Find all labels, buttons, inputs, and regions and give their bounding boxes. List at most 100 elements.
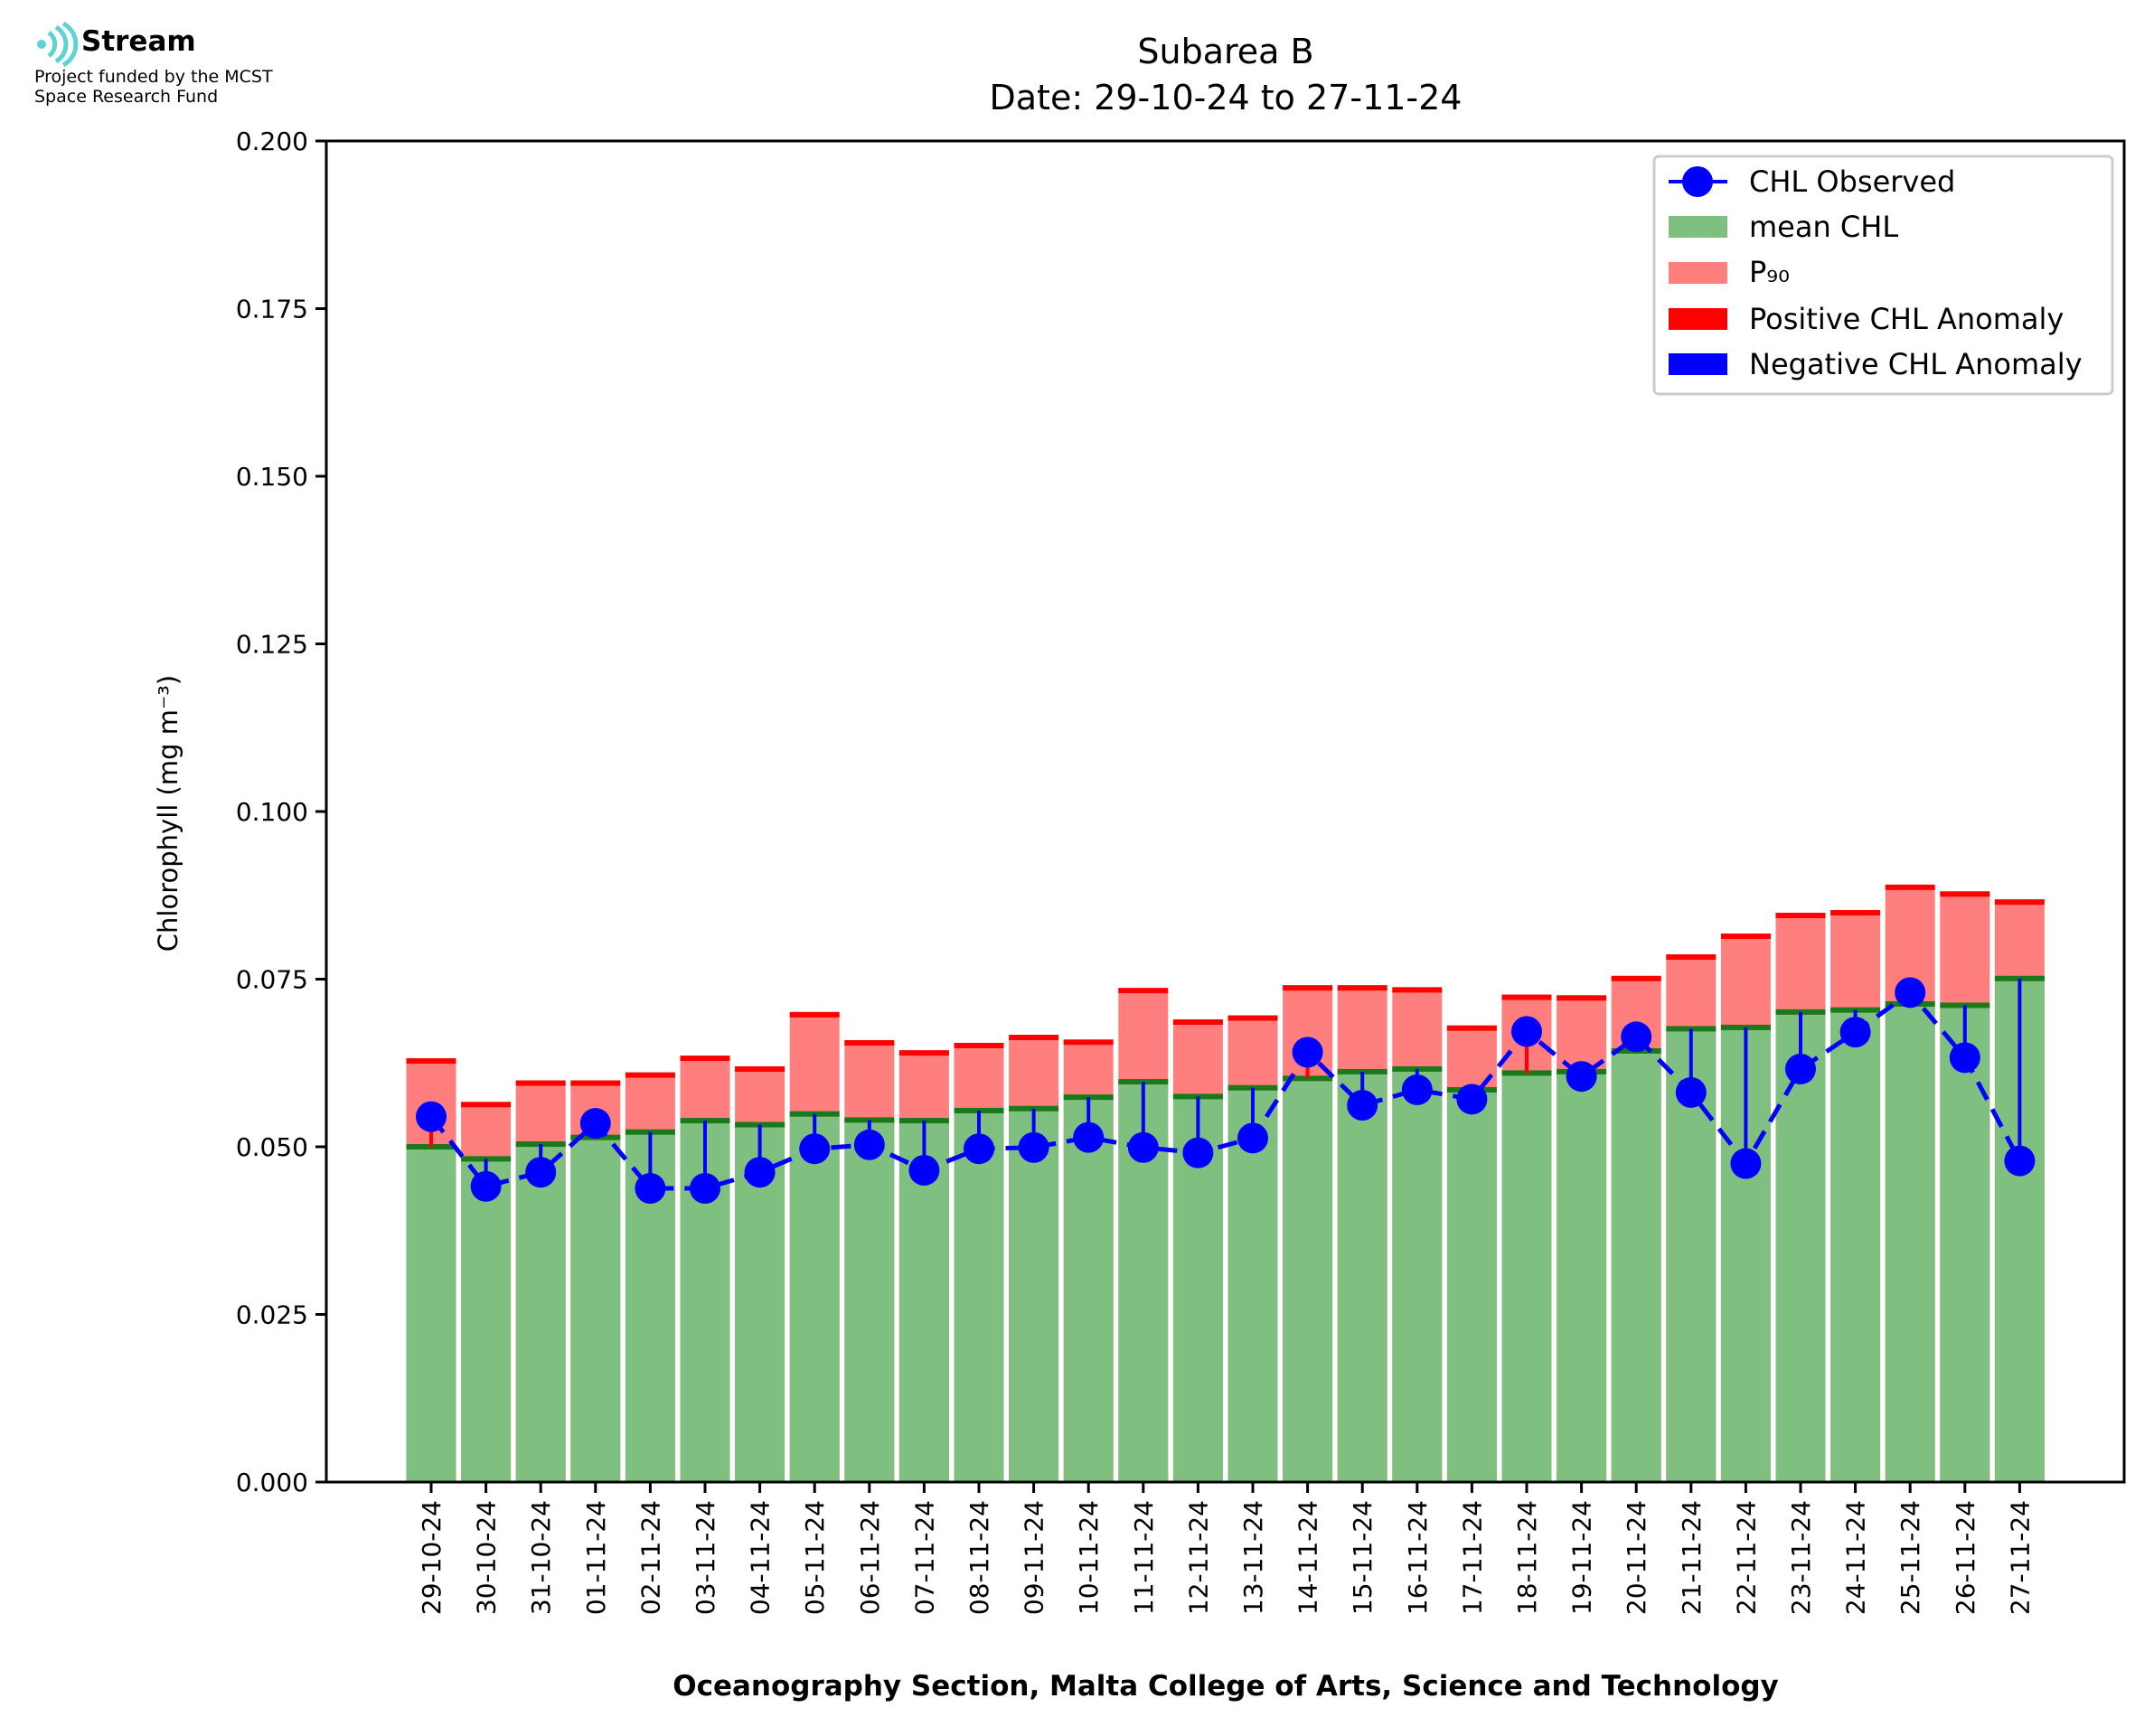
observed-point <box>1621 1021 1652 1053</box>
legend-label-p90: P₉₀ <box>1749 255 1790 289</box>
x-tick-label: 12-11-24 <box>1183 1500 1213 1615</box>
x-tick-label: 02-11-24 <box>635 1500 665 1615</box>
p90-cap-line <box>625 1072 675 1078</box>
mean-chl-bar <box>515 1144 566 1482</box>
legend-box <box>1652 155 2114 396</box>
axes-layer: 0.000 0.025 0.050 0.075 0.100 0.125 0.150 0.175… <box>236 127 2126 1615</box>
legend-observed-marker <box>1682 166 1713 197</box>
mean-chl-bar <box>1283 1078 1333 1482</box>
observed-point <box>1785 1053 1816 1084</box>
p90-cap-line <box>1337 985 1387 991</box>
mean-chl-bar <box>570 1137 621 1482</box>
chart-subtitle: Date: 29-10-24 to 27-11-24 <box>990 78 1463 117</box>
x-tick-label: 24-11-24 <box>1841 1500 1871 1615</box>
x-tick-label: 15-11-24 <box>1348 1500 1378 1615</box>
p90-cap-line <box>461 1102 512 1108</box>
mean-chl-bar <box>1775 1011 1826 1482</box>
x-tick-label: 09-11-24 <box>1020 1500 1049 1615</box>
observed-point <box>1839 1017 1871 1048</box>
p90-cap-line <box>570 1080 621 1086</box>
observed-point <box>1237 1122 1268 1154</box>
p90-cap-line <box>1283 985 1333 991</box>
mean-chl-bar <box>1009 1108 1059 1482</box>
x-tick-label: 05-11-24 <box>800 1500 830 1615</box>
x-tick-label: 16-11-24 <box>1403 1500 1433 1615</box>
mean-chl-bar <box>406 1147 456 1482</box>
observed-series-layer <box>416 977 2036 1205</box>
legend-label-mean: mean CHL <box>1749 210 1898 244</box>
observed-point <box>525 1157 557 1188</box>
observed-point <box>1895 977 1926 1009</box>
mean-chl-bar <box>1446 1089 1497 1482</box>
observed-point <box>1347 1089 1378 1121</box>
y-axis-label: Chlorophyll (mg m⁻³) <box>153 675 183 952</box>
observed-point <box>799 1133 831 1165</box>
observed-point <box>635 1173 666 1205</box>
x-tick-label: 14-11-24 <box>1293 1500 1323 1615</box>
bars-layer <box>406 884 2045 1482</box>
x-tick-label: 08-11-24 <box>964 1500 994 1615</box>
observed-point <box>579 1108 611 1140</box>
x-axis-label: Oceanography Section, Malta College of A… <box>673 1670 1779 1703</box>
p90-cap-line <box>1994 899 2045 906</box>
p90-cap-line <box>898 1050 949 1056</box>
observed-point <box>908 1154 940 1186</box>
mean-chl-bar <box>1557 1071 1607 1482</box>
p90-cap-line <box>1446 1025 1497 1031</box>
x-tick-label: 03-11-24 <box>691 1500 720 1615</box>
x-tick-label: 26-11-24 <box>1951 1500 1980 1615</box>
x-tick-label: 06-11-24 <box>855 1500 885 1615</box>
x-tick-label: 25-11-24 <box>1895 1500 1925 1615</box>
mean-chl-bar <box>1227 1087 1278 1482</box>
p90-cap-line <box>406 1058 456 1065</box>
x-tick-label: 17-11-24 <box>1457 1500 1487 1615</box>
observed-point <box>470 1170 502 1202</box>
observed-point <box>853 1129 885 1160</box>
observed-point <box>1018 1131 1049 1163</box>
mean-chl-bar <box>1501 1073 1552 1482</box>
mean-chl-bar <box>954 1110 1004 1482</box>
chart-title: Subarea B <box>1137 32 1313 71</box>
p90-cap-line <box>1009 1035 1059 1041</box>
x-tick-label: 18-11-24 <box>1512 1500 1542 1615</box>
observed-point <box>1182 1137 1214 1168</box>
observed-point <box>964 1133 994 1165</box>
observed-point <box>1730 1148 1762 1179</box>
x-tick-label: 29-10-24 <box>417 1500 447 1615</box>
p90-cap-line <box>1666 954 1717 961</box>
y-tick-label: 0.125 <box>236 630 308 660</box>
y-tick-label: 0.175 <box>236 295 308 324</box>
x-tick-label: 20-11-24 <box>1622 1500 1651 1615</box>
observed-point <box>416 1101 447 1132</box>
observed-point <box>1401 1074 1433 1105</box>
observed-point <box>1511 1016 1542 1047</box>
mean-chl-bar <box>1611 1050 1661 1482</box>
p90-cap-line <box>1830 910 1881 916</box>
legend-swatch-positive <box>1669 308 1727 330</box>
p90-cap-line <box>1720 934 1771 940</box>
p90-cap-line <box>1063 1039 1114 1046</box>
legend-swatch-mean <box>1669 216 1727 238</box>
mean-chl-bar <box>1392 1068 1443 1482</box>
p90-cap-line <box>789 1011 840 1018</box>
mean-chl-bar <box>1063 1097 1114 1482</box>
mean-chl-bar <box>1337 1071 1387 1482</box>
observed-point <box>1949 1042 1980 1074</box>
y-tick-label: 0.050 <box>236 1132 308 1162</box>
y-tick-label: 0.200 <box>236 127 308 156</box>
p90-cap-line <box>844 1039 895 1046</box>
logo-funding-text: Project funded by the MCST Space Researc… <box>34 67 273 107</box>
p90-cap-line <box>1775 913 1826 919</box>
x-tick-label: 19-11-24 <box>1567 1500 1597 1615</box>
p90-cap-line <box>954 1042 1004 1048</box>
y-tick-label: 0.075 <box>236 965 308 995</box>
x-tick-label: 11-11-24 <box>1129 1500 1159 1615</box>
p90-cap-line <box>1392 987 1443 993</box>
legend-label-positive: Positive CHL Anomaly <box>1749 302 2064 336</box>
x-tick-label: 01-11-24 <box>581 1500 611 1615</box>
y-tick-label: 0.150 <box>236 462 308 492</box>
p90-cap-line <box>1557 995 1607 1001</box>
logo-funding-line-2: Space Research Fund <box>34 87 219 107</box>
legend-label-observed: CHL Observed <box>1749 164 1955 199</box>
mean-chl-bar <box>1940 1005 1990 1482</box>
